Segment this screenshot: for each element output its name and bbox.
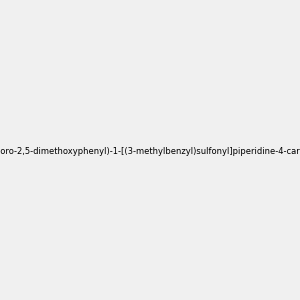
Text: N-(4-chloro-2,5-dimethoxyphenyl)-1-[(3-methylbenzyl)sulfonyl]piperidine-4-carbox: N-(4-chloro-2,5-dimethoxyphenyl)-1-[(3-m… — [0, 147, 300, 156]
